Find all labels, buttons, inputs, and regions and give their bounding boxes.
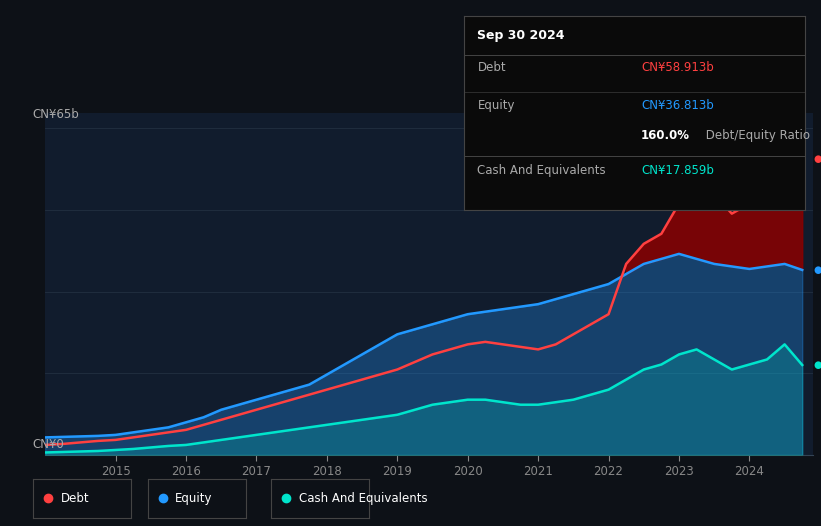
- Text: CN¥65b: CN¥65b: [33, 108, 80, 122]
- Text: Equity: Equity: [176, 492, 213, 505]
- Text: Debt: Debt: [61, 492, 89, 505]
- Text: Cash And Equivalents: Cash And Equivalents: [478, 164, 606, 177]
- Text: 160.0%: 160.0%: [641, 129, 690, 141]
- Text: Debt/Equity Ratio: Debt/Equity Ratio: [702, 129, 810, 141]
- Text: CN¥58.913b: CN¥58.913b: [641, 60, 713, 74]
- Text: CN¥0: CN¥0: [33, 438, 65, 451]
- Text: CN¥17.859b: CN¥17.859b: [641, 164, 714, 177]
- Text: Sep 30 2024: Sep 30 2024: [478, 29, 565, 43]
- Text: Cash And Equivalents: Cash And Equivalents: [299, 492, 427, 505]
- Text: Equity: Equity: [478, 99, 515, 113]
- Text: ●: ●: [814, 265, 821, 275]
- Text: ●: ●: [814, 360, 821, 370]
- Text: ●: ●: [814, 154, 821, 164]
- Text: CN¥36.813b: CN¥36.813b: [641, 99, 713, 113]
- Text: Debt: Debt: [478, 60, 506, 74]
